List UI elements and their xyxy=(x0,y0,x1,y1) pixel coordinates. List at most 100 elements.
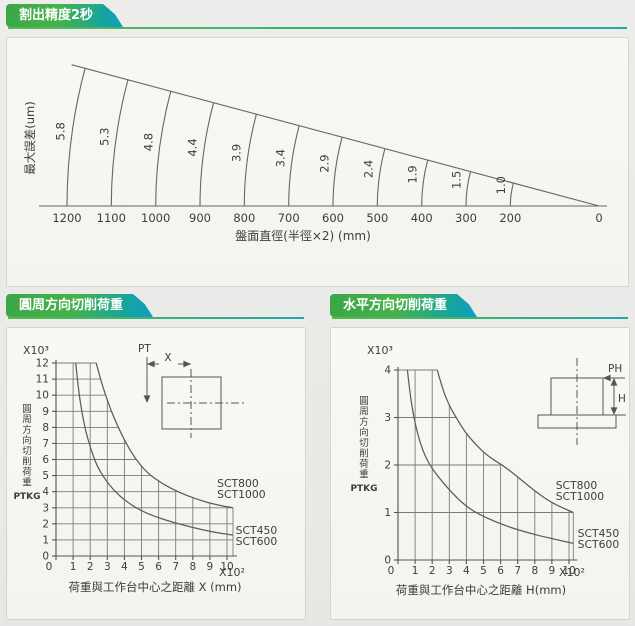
svg-text:4.8: 4.8 xyxy=(141,133,155,151)
svg-text:1100: 1100 xyxy=(97,211,126,225)
grid xyxy=(56,362,234,556)
svg-text:4: 4 xyxy=(384,365,391,377)
svg-text:SCT800: SCT800 xyxy=(556,479,598,492)
svg-text:SCT600: SCT600 xyxy=(236,535,278,548)
svg-text:周: 周 xyxy=(359,407,369,418)
fan-x-axis-title: 盤面直徑(半徑×2) (mm) xyxy=(235,229,371,243)
svg-text:5.3: 5.3 xyxy=(97,128,111,146)
x-scale-note: X10² xyxy=(559,566,585,579)
svg-text:0: 0 xyxy=(46,561,53,573)
header-badge-horizontal-load: 水平方向切削荷重 xyxy=(330,294,477,317)
inset-arrows xyxy=(143,360,191,403)
svg-text:7: 7 xyxy=(514,565,521,577)
curve-sct450-sct600 xyxy=(406,369,574,545)
svg-text:7: 7 xyxy=(172,561,179,573)
svg-text:1: 1 xyxy=(42,534,49,546)
svg-text:9: 9 xyxy=(549,565,556,577)
curve-sct450-sct600 xyxy=(75,362,234,536)
header-label: 水平方向切削荷重 xyxy=(343,298,448,313)
svg-text:荷: 荷 xyxy=(359,459,369,470)
svg-text:SCT800: SCT800 xyxy=(217,477,259,490)
svg-text:4: 4 xyxy=(121,561,128,573)
axes xyxy=(394,367,578,564)
svg-text:500: 500 xyxy=(366,211,388,225)
inset-labels: PH H xyxy=(608,363,626,405)
svg-text:5: 5 xyxy=(42,470,49,482)
svg-text:H: H xyxy=(618,393,626,405)
svg-text:圓: 圓 xyxy=(359,396,369,407)
svg-text:重: 重 xyxy=(359,469,369,481)
svg-text:PTKG: PTKG xyxy=(350,484,377,494)
svg-text:5: 5 xyxy=(480,565,487,577)
svg-text:3: 3 xyxy=(446,565,453,577)
svg-text:10: 10 xyxy=(220,561,233,573)
svg-text:3: 3 xyxy=(104,561,111,573)
fan-y-axis-title: 最大誤差(um) xyxy=(23,101,37,174)
svg-text:12: 12 xyxy=(36,358,49,370)
svg-text:5.8: 5.8 xyxy=(53,122,67,140)
svg-text:1000: 1000 xyxy=(141,211,170,225)
circumferential-load-panel: 0 1 2 3 4 5 6 7 8 9 10 11 12 0 1 2 3 4 5 6 7 8 9 10 SCT800 SCT100… xyxy=(6,327,306,620)
svg-text:切: 切 xyxy=(22,446,32,457)
svg-text:4: 4 xyxy=(42,486,49,498)
svg-text:1: 1 xyxy=(412,565,419,577)
svg-text:周: 周 xyxy=(22,415,32,426)
svg-text:PTKG: PTKG xyxy=(13,492,40,502)
svg-text:2: 2 xyxy=(429,565,436,577)
svg-text:X: X xyxy=(164,352,171,364)
section-header-circumferential-load: 圓周方向切削荷重 xyxy=(6,294,304,319)
svg-text:3.4: 3.4 xyxy=(273,149,287,167)
svg-text:2: 2 xyxy=(384,460,391,472)
inset-arrows xyxy=(603,374,618,415)
header-underline xyxy=(8,317,304,319)
svg-text:SCT450: SCT450 xyxy=(236,524,278,537)
svg-text:200: 200 xyxy=(499,211,521,225)
svg-text:1200: 1200 xyxy=(52,211,81,225)
svg-text:4.4: 4.4 xyxy=(185,138,199,156)
indexing-accuracy-chart: 1200 5.8 1100 5.3 1000 4.8 900 4.4 800 3.9 700 3.4 6… xyxy=(23,64,607,243)
header-label: 圓周方向切削荷重 xyxy=(19,298,124,313)
header-underline xyxy=(332,317,628,319)
svg-text:8: 8 xyxy=(189,561,196,573)
svg-text:11: 11 xyxy=(36,374,49,386)
svg-text:10: 10 xyxy=(36,390,49,402)
curve-sct800-sct1000 xyxy=(436,369,574,514)
x-axis-title: 荷重與工作台中心之距離 X (mm) xyxy=(68,580,241,594)
svg-text:PH: PH xyxy=(608,363,622,375)
svg-text:SCT1000: SCT1000 xyxy=(217,488,266,501)
svg-text:方: 方 xyxy=(22,424,32,436)
svg-text:0: 0 xyxy=(388,565,395,577)
svg-text:1.0: 1.0 xyxy=(494,176,508,194)
inset-labels: PT X xyxy=(138,343,172,364)
svg-text:圓: 圓 xyxy=(22,404,32,415)
svg-text:0: 0 xyxy=(384,555,391,567)
svg-text:0: 0 xyxy=(42,551,49,563)
svg-text:5: 5 xyxy=(138,561,145,573)
svg-text:9: 9 xyxy=(42,406,49,418)
svg-text:2: 2 xyxy=(87,561,94,573)
section-header-indexing-accuracy: 割出精度2秒 xyxy=(6,4,627,29)
svg-text:800: 800 xyxy=(233,211,255,225)
svg-text:2.4: 2.4 xyxy=(361,160,375,178)
svg-text:2: 2 xyxy=(42,518,49,530)
svg-text:400: 400 xyxy=(411,211,433,225)
svg-text:6: 6 xyxy=(497,565,504,577)
svg-text:SCT450: SCT450 xyxy=(578,527,620,540)
svg-text:8: 8 xyxy=(531,565,538,577)
svg-text:2.9: 2.9 xyxy=(317,154,331,172)
svg-text:10: 10 xyxy=(562,565,575,577)
fan-arcs-and-axis xyxy=(39,64,607,207)
y-scale-note: X10³ xyxy=(23,344,49,357)
section-header-horizontal-load: 水平方向切削荷重 xyxy=(330,294,628,319)
svg-text:7: 7 xyxy=(42,438,49,450)
x-scale-note: X10² xyxy=(219,566,245,579)
y-axis-title: 圓周方向切削荷重 PTKG xyxy=(350,396,377,494)
svg-text:700: 700 xyxy=(278,211,300,225)
svg-text:1: 1 xyxy=(384,507,391,519)
svg-text:3: 3 xyxy=(384,412,391,424)
header-badge-indexing-accuracy: 割出精度2秒 xyxy=(6,4,123,27)
